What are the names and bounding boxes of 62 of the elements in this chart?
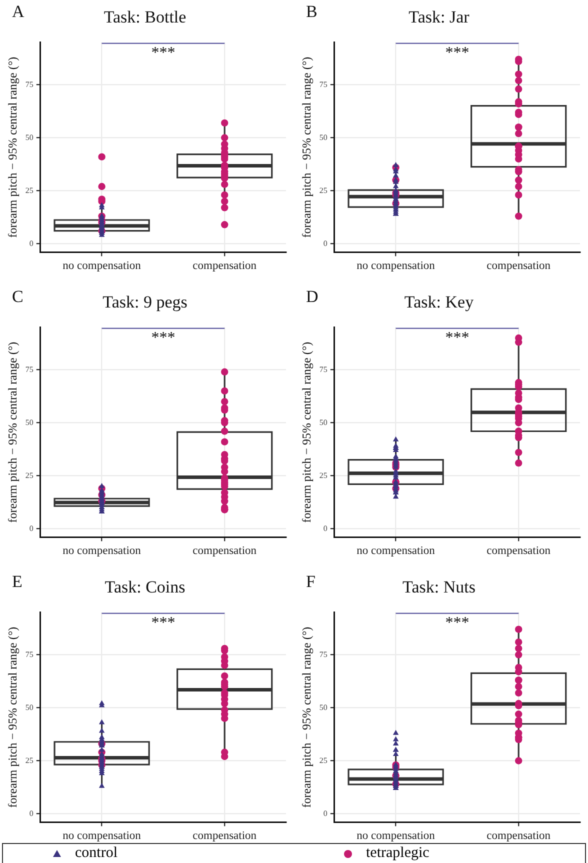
x-tick-label: compensation <box>192 260 257 272</box>
chart-title: Task: Key <box>404 292 474 312</box>
y-axis-title: forearm pitch − 95% central range (°) <box>299 626 314 808</box>
chart-title: Task: 9 pegs <box>102 292 188 312</box>
y-axis-title: forearm pitch − 95% central range (°) <box>5 626 20 808</box>
y-tick-label: 50 <box>319 702 328 712</box>
chart-title: Task: Nuts <box>402 578 476 597</box>
y-tick-label: 50 <box>319 132 328 142</box>
y-tick-label: 50 <box>25 418 34 427</box>
y-tick-label: 75 <box>319 80 328 89</box>
y-tick-label: 75 <box>319 650 328 659</box>
y-tick-label: 25 <box>25 470 34 480</box>
y-tick-label: 50 <box>25 132 34 142</box>
legend-label: control <box>75 845 118 862</box>
annotation: *** <box>445 614 470 632</box>
x-tick-label: no compensation <box>62 830 142 842</box>
x-tick-label: compensation <box>192 830 257 842</box>
text: F <box>306 572 316 591</box>
annotation: *** <box>445 330 470 347</box>
y-axis-title: forearm pitch − 95% central range (°) <box>5 342 20 523</box>
x-tick-label: no compensation <box>62 260 142 272</box>
y-tick-label: 75 <box>25 80 34 89</box>
text: C <box>12 286 24 306</box>
y-axis-title: forearm pitch − 95% central range (°) <box>5 56 20 238</box>
text: E <box>12 572 22 591</box>
y-tick-label: 25 <box>25 186 34 195</box>
x-tick-label: no compensation <box>356 830 436 842</box>
y-tick-label: 25 <box>319 186 328 195</box>
y-axis-title: forearm pitch − 95% central range (°) <box>299 342 314 523</box>
y-tick-label: 25 <box>25 756 34 765</box>
y-tick-label: 0 <box>29 808 34 818</box>
legend-label: tetraplegic <box>366 845 430 862</box>
chart-title: Task: Jar <box>408 8 470 27</box>
text: D <box>306 286 318 306</box>
y-tick-label: 0 <box>29 524 34 533</box>
y-tick-label: 25 <box>319 756 328 765</box>
x-tick-label: compensation <box>486 545 551 558</box>
y-axis-title: forearm pitch − 95% central range (°) <box>299 56 314 238</box>
annotation: *** <box>151 44 176 62</box>
x-tick-label: no compensation <box>356 260 436 272</box>
y-tick-label: 25 <box>319 470 328 480</box>
y-tick-label: 0 <box>323 238 328 248</box>
chart-title: Task: Coins <box>104 578 186 597</box>
y-tick-label: 0 <box>29 238 34 248</box>
x-tick-label: no compensation <box>62 545 142 558</box>
chart-title: Task: Bottle <box>104 8 186 27</box>
y-tick-label: 0 <box>323 524 328 533</box>
x-tick-label: compensation <box>486 830 551 842</box>
y-tick-label: 75 <box>25 364 34 374</box>
x-tick-label: compensation <box>486 260 551 272</box>
x-tick-label: no compensation <box>356 545 436 558</box>
x-tick-label: compensation <box>192 545 257 558</box>
y-tick-label: 75 <box>25 650 34 659</box>
y-tick-label: 50 <box>319 418 328 427</box>
y-tick-label: 50 <box>25 702 34 712</box>
annotation: *** <box>445 44 470 62</box>
text: A <box>12 2 25 21</box>
text: B <box>306 2 318 21</box>
y-tick-label: 0 <box>323 808 328 818</box>
y-tick-label: 75 <box>319 364 328 374</box>
annotation: *** <box>151 614 176 632</box>
annotation: *** <box>151 330 176 347</box>
